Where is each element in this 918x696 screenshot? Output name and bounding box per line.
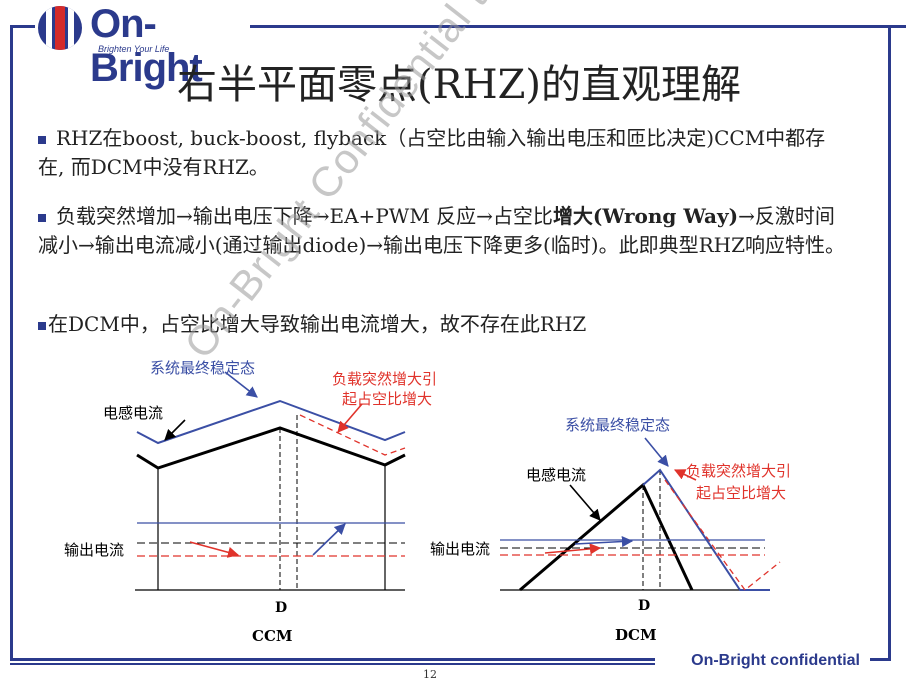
page-number: 12 xyxy=(423,668,437,681)
dcm-inductor-current xyxy=(519,482,694,592)
ccm-blue-trend-arrow xyxy=(312,523,346,556)
ccm-caption: CCM xyxy=(252,627,292,645)
bullet-marker-icon xyxy=(38,213,46,222)
logo-mark-icon xyxy=(38,6,82,50)
dcm-steady-label: 系统最终稳定态 xyxy=(565,416,670,434)
logo-tagline: Brighten Your Life xyxy=(98,44,170,54)
bullet-1-text: RHZ在boost, buck-boost, flyback（占空比由输入输出电… xyxy=(38,126,826,179)
bullet-1: RHZ在boost, buck-boost, flyback（占空比由输入输出电… xyxy=(38,124,848,182)
footer-confidential: On-Bright confidential xyxy=(691,652,860,669)
ccm-diagram: 系统最终稳定态 负载突然增大引 起占空比增大 电感电流 输出电流 D CCM xyxy=(64,359,437,645)
dcm-red-trend-arrow xyxy=(544,543,602,555)
bullet-2: 负载突然增加→输出电压下降→EA+PWM 反应→占空比增大(Wrong Way)… xyxy=(38,202,848,260)
dcm-load-label-2: 起占空比增大 xyxy=(696,484,786,502)
dcm-steady-state xyxy=(642,468,770,591)
frame-left-line xyxy=(10,25,13,661)
ccm-output-label: 输出电流 xyxy=(64,541,124,559)
dcm-load-step xyxy=(664,479,781,591)
ccm-load-step xyxy=(299,414,406,456)
frame-bottom-line xyxy=(10,658,655,661)
dcm-steady-arrow xyxy=(644,437,669,467)
dcm-blue-trend-arrow xyxy=(574,535,634,548)
ccm-inductor-arrow xyxy=(164,419,186,441)
logo-name: On-Bright xyxy=(90,2,203,90)
ccm-red-trend-arrow xyxy=(189,541,240,558)
bullet-2-text-post: →反激时间减小→输出电流减小(通过输出diode)→输出电压下降更多(临时)。此… xyxy=(38,204,846,257)
bullet-marker-icon xyxy=(38,135,46,144)
dcm-d-label: D xyxy=(638,598,650,614)
dcm-load-arrow xyxy=(673,469,697,481)
frame-left-stub xyxy=(10,25,35,28)
company-logo: On-Bright Brighten Your Life xyxy=(38,2,263,90)
ccm-inductor-current xyxy=(136,426,406,470)
frame-top-line xyxy=(250,25,906,28)
slide-title: 右半平面零点(RHZ)的直观理解 xyxy=(176,62,741,108)
bullet-marker-icon xyxy=(38,321,46,330)
frame-bottom-stub xyxy=(870,658,891,661)
ccm-d-label: D xyxy=(275,600,287,616)
ccm-load-arrow xyxy=(337,403,363,433)
frame-right-line xyxy=(888,25,891,661)
dcm-inductor-label: 电感电流 xyxy=(526,466,586,484)
frame-bottom-line-2 xyxy=(10,663,655,665)
bullet-3: 在DCM中，占空比增大导致输出电流增大，故不存在此RHZ xyxy=(38,310,848,339)
bullet-2-highlight: 增大(Wrong Way) xyxy=(552,204,739,228)
ccm-load-label-1: 负载突然增大引 xyxy=(332,370,437,388)
dcm-caption: DCM xyxy=(615,626,657,644)
dcm-load-label-1: 负载突然增大引 xyxy=(686,462,791,480)
dcm-diagram: 系统最终稳定态 负载突然增大引 起占空比增大 电感电流 输出电流 D DCM xyxy=(430,416,791,644)
ccm-steady-arrow xyxy=(224,371,258,398)
ccm-steady-label: 系统最终稳定态 xyxy=(150,359,255,377)
ccm-inductor-label: 电感电流 xyxy=(103,404,163,422)
bullet-3-text: 在DCM中，占空比增大导致输出电流增大，故不存在此RHZ xyxy=(48,312,587,336)
bullet-2-text-pre: 负载突然增加→输出电压下降→EA+PWM 反应→占空比 xyxy=(56,204,553,228)
ccm-load-label-2: 起占空比增大 xyxy=(342,390,432,408)
dcm-inductor-arrow xyxy=(569,484,601,521)
ccm-steady-state xyxy=(136,399,406,445)
dcm-output-label: 输出电流 xyxy=(430,540,490,558)
